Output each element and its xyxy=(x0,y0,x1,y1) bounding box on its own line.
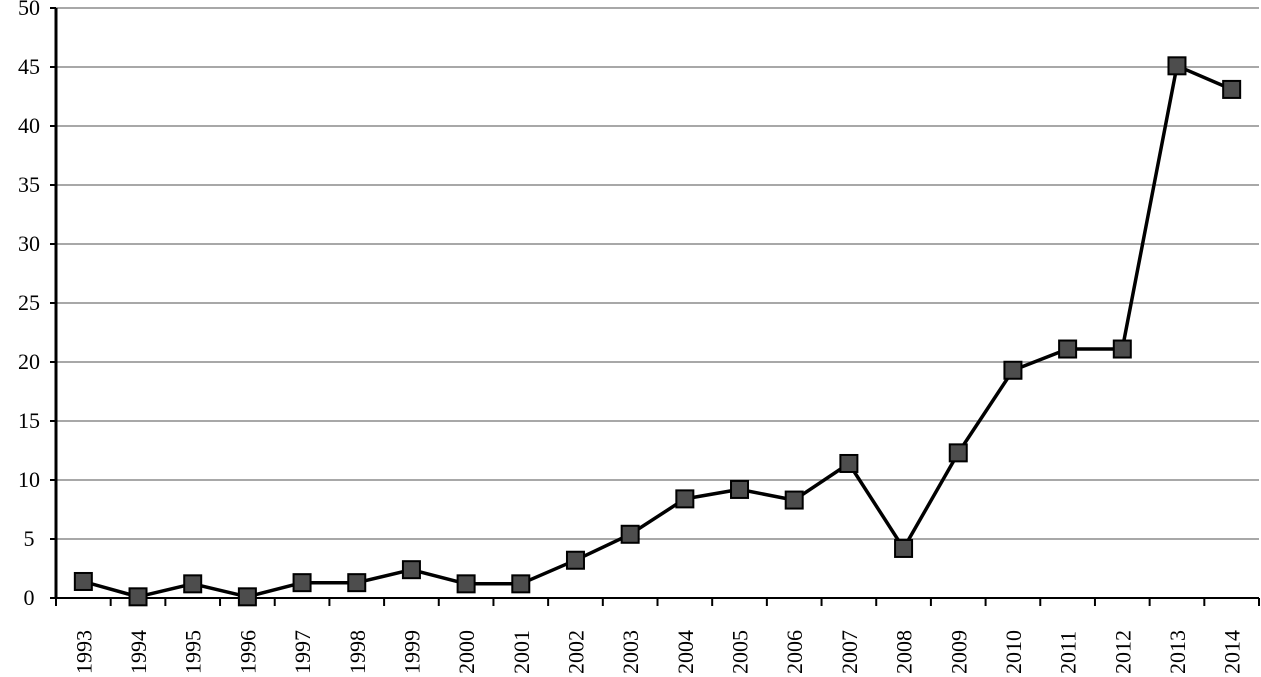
data-point-marker xyxy=(1167,56,1187,76)
y-tick-label: 15 xyxy=(18,408,40,433)
series-line xyxy=(82,64,1233,599)
data-point-marker xyxy=(237,587,257,607)
y-tick-label: 30 xyxy=(18,231,40,256)
x-tick-label: 2014 xyxy=(1220,630,1245,674)
x-tick-label: 2001 xyxy=(509,630,534,674)
y-tick-label: 40 xyxy=(18,113,40,138)
x-tick-label: 2004 xyxy=(673,630,698,674)
data-point-marker xyxy=(1112,339,1132,359)
x-tick-label: 1995 xyxy=(181,630,206,674)
x-tick-label: 1993 xyxy=(71,630,96,674)
data-point-marker xyxy=(565,550,585,570)
data-point-marker xyxy=(1222,79,1242,99)
y-tick-label: 35 xyxy=(18,172,40,197)
data-point-marker xyxy=(347,573,367,593)
y-axis-ticks: 0 5 10 15 20 25 30 35 40 45 50 xyxy=(18,0,56,610)
data-point-marker xyxy=(1058,339,1078,359)
y-tick-label: 45 xyxy=(18,54,40,79)
x-tick-label: 2000 xyxy=(454,630,479,674)
x-tick-label: 2011 xyxy=(1056,631,1081,674)
y-tick-label: 5 xyxy=(24,526,35,551)
x-tick-label: 2002 xyxy=(563,630,588,674)
x-tick-label: 2007 xyxy=(837,630,862,674)
x-tick-label: 1997 xyxy=(290,630,315,674)
x-tick-label: 1994 xyxy=(126,630,151,674)
data-point-marker xyxy=(511,574,531,594)
x-tick-label: 1999 xyxy=(399,630,424,674)
data-point-marker xyxy=(948,443,968,463)
series-markers xyxy=(73,56,1242,607)
data-point-marker xyxy=(675,489,695,509)
x-tick-label: 1996 xyxy=(235,630,260,674)
y-tick-label: 25 xyxy=(18,290,40,315)
data-point-marker xyxy=(1003,360,1023,380)
x-tick-label: 1998 xyxy=(345,630,370,674)
data-point-marker xyxy=(620,524,640,544)
x-tick-label: 2009 xyxy=(946,630,971,674)
x-tick-label: 2012 xyxy=(1110,630,1135,674)
data-point-marker xyxy=(894,538,914,558)
x-tick-label: 2006 xyxy=(782,630,807,674)
data-point-marker xyxy=(730,479,750,499)
data-point-marker xyxy=(183,574,203,594)
y-tick-label: 20 xyxy=(18,349,40,374)
y-tick-label: 50 xyxy=(18,0,40,20)
data-point-marker xyxy=(839,453,859,473)
x-tick-label: 2008 xyxy=(892,630,917,674)
data-point-marker xyxy=(456,574,476,594)
gridlines xyxy=(56,7,1259,540)
data-point-marker xyxy=(73,571,93,591)
y-tick-label: 0 xyxy=(24,585,35,610)
data-point-marker xyxy=(292,573,312,593)
data-point-marker xyxy=(401,560,421,580)
x-tick-label: 2003 xyxy=(618,630,643,674)
y-tick-label: 10 xyxy=(18,467,40,492)
x-tick-label: 2010 xyxy=(1001,630,1026,674)
data-point-marker xyxy=(784,490,804,510)
x-axis-ticks: 1993 1994 1995 1996 1997 1998 1999 2000 2001 2002… xyxy=(55,598,1260,674)
x-tick-label: 2005 xyxy=(728,630,753,674)
x-tick-label: 2013 xyxy=(1165,630,1190,674)
data-point-marker xyxy=(128,587,148,607)
